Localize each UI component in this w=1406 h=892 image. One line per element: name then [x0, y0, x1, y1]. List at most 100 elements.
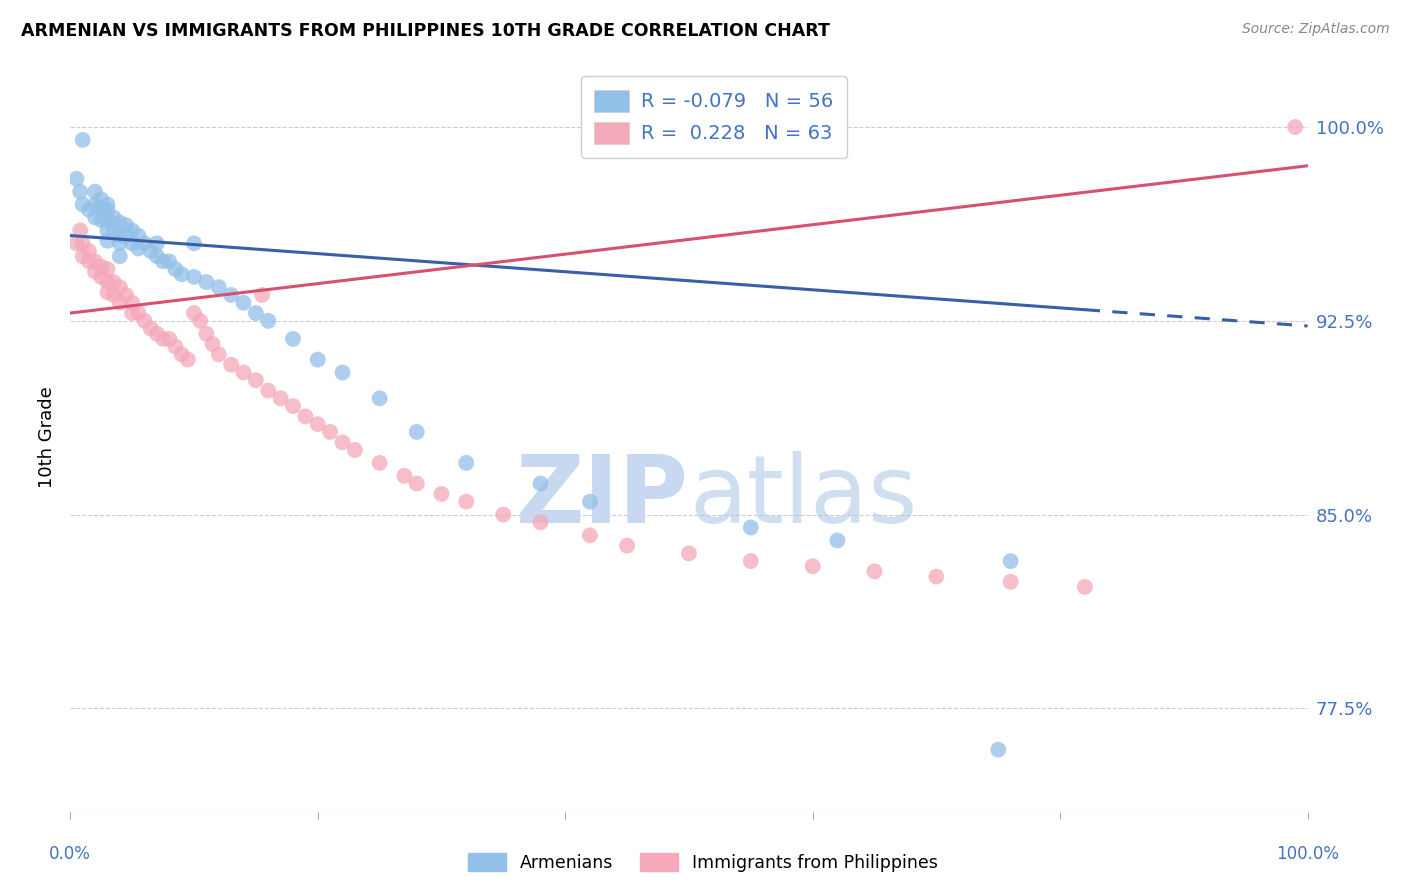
Point: [108, 295, 131, 310]
Point: [121, 295, 143, 310]
Point: [115, 288, 138, 302]
Point: [72, 236, 94, 251]
Point: [96, 223, 118, 237]
Point: [90, 193, 112, 207]
Point: [165, 262, 187, 277]
Point: [177, 352, 200, 367]
Point: [319, 425, 342, 439]
Point: [84, 185, 107, 199]
Point: [115, 228, 138, 243]
Point: [103, 223, 125, 237]
Point: [108, 280, 131, 294]
Point: [96, 234, 118, 248]
Point: [96, 213, 118, 227]
Point: [188, 314, 211, 328]
Point: [257, 314, 280, 328]
Point: [307, 417, 329, 432]
Point: [170, 347, 193, 361]
Point: [108, 228, 131, 243]
Point: [368, 392, 391, 406]
Point: [90, 213, 112, 227]
Point: [332, 366, 354, 380]
Point: [456, 494, 478, 508]
Point: [165, 340, 187, 354]
Point: [579, 494, 602, 508]
Point: [72, 197, 94, 211]
Point: [270, 392, 292, 406]
Point: [232, 366, 254, 380]
Point: [201, 337, 224, 351]
Point: [257, 384, 280, 398]
Point: [740, 554, 762, 568]
Point: [96, 262, 118, 277]
Point: [72, 249, 94, 263]
Point: [152, 254, 174, 268]
Point: [219, 358, 242, 372]
Point: [90, 269, 112, 284]
Point: [195, 326, 218, 341]
Point: [987, 742, 1010, 756]
Point: [84, 211, 107, 225]
Point: [294, 409, 316, 424]
Point: [127, 242, 149, 256]
Point: [152, 332, 174, 346]
Point: [170, 268, 193, 282]
Point: [740, 520, 762, 534]
Point: [96, 202, 118, 217]
Legend: Armenians, Immigrants from Philippines: Armenians, Immigrants from Philippines: [461, 847, 945, 879]
Text: Source: ZipAtlas.com: Source: ZipAtlas.com: [1241, 22, 1389, 37]
Point: [245, 306, 267, 320]
Point: [108, 249, 131, 263]
Point: [183, 306, 205, 320]
Point: [195, 275, 218, 289]
Point: [108, 216, 131, 230]
Point: [121, 306, 143, 320]
Point: [84, 254, 107, 268]
Point: [121, 223, 143, 237]
Point: [430, 487, 453, 501]
Point: [827, 533, 849, 548]
Text: ARMENIAN VS IMMIGRANTS FROM PHILIPPINES 10TH GRADE CORRELATION CHART: ARMENIAN VS IMMIGRANTS FROM PHILIPPINES …: [21, 22, 830, 40]
Point: [394, 468, 416, 483]
Point: [232, 295, 254, 310]
Point: [84, 197, 107, 211]
Point: [103, 288, 125, 302]
Y-axis label: 10th Grade: 10th Grade: [38, 386, 56, 488]
Point: [183, 269, 205, 284]
Point: [456, 456, 478, 470]
Point: [368, 456, 391, 470]
Point: [134, 314, 156, 328]
Point: [863, 565, 886, 579]
Point: [678, 546, 700, 560]
Point: [127, 228, 149, 243]
Point: [281, 332, 304, 346]
Text: 100.0%: 100.0%: [1277, 846, 1339, 863]
Point: [90, 260, 112, 274]
Text: 0.0%: 0.0%: [49, 846, 91, 863]
Point: [77, 244, 100, 258]
Point: [115, 218, 138, 232]
Point: [616, 539, 638, 553]
Point: [405, 425, 427, 439]
Point: [1000, 554, 1022, 568]
Point: [134, 236, 156, 251]
Point: [529, 516, 551, 530]
Point: [84, 265, 107, 279]
Point: [579, 528, 602, 542]
Point: [127, 306, 149, 320]
Point: [208, 347, 231, 361]
Point: [801, 559, 824, 574]
Point: [69, 185, 91, 199]
Point: [77, 202, 100, 217]
Point: [405, 476, 427, 491]
Point: [72, 133, 94, 147]
Point: [343, 442, 366, 457]
Point: [529, 476, 551, 491]
Point: [492, 508, 515, 522]
Point: [250, 288, 273, 302]
Point: [103, 211, 125, 225]
Point: [77, 254, 100, 268]
Point: [146, 249, 169, 263]
Point: [96, 197, 118, 211]
Point: [96, 285, 118, 300]
